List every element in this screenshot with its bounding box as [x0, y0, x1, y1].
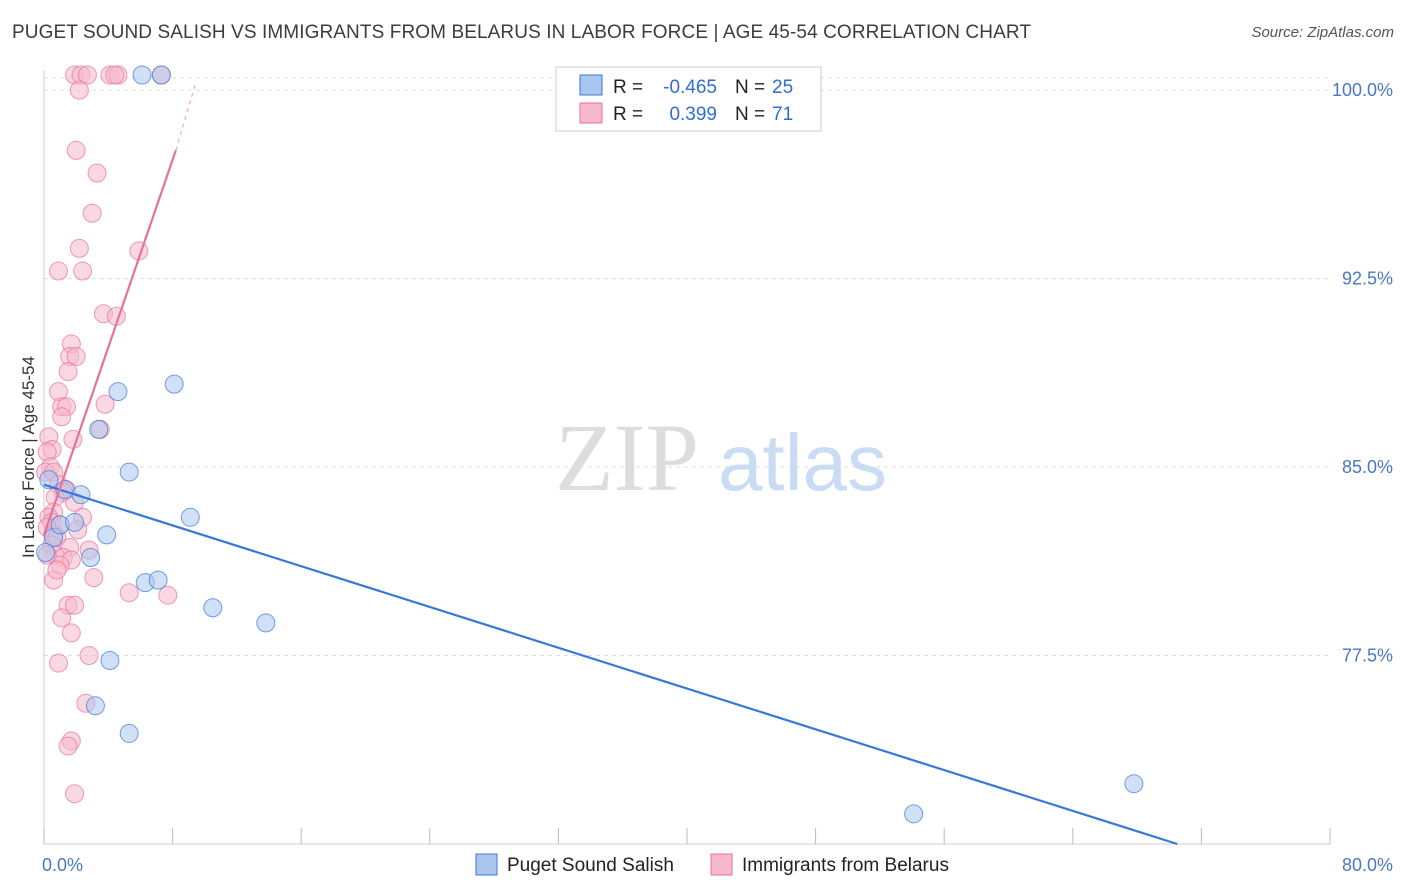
data-points: [36, 65, 1144, 824]
svg-text:R =: R =: [613, 104, 643, 125]
salish-point: [36, 542, 56, 562]
legend-box: R = -0.465 N = 25 R = 0.399 N = 71: [555, 66, 822, 132]
salish-point: [81, 548, 101, 568]
salish-point: [85, 696, 105, 716]
x-tick-label: 0.0%: [42, 855, 83, 875]
bottom-legend: Puget Sound Salish Immigrants from Belar…: [475, 853, 949, 876]
belarus-point: [61, 623, 81, 643]
belarus-trend-line: [42, 150, 177, 536]
salish-point: [164, 374, 184, 394]
belarus-point: [77, 65, 97, 85]
belarus-point: [48, 653, 68, 673]
salish-point: [108, 382, 128, 402]
salish-point: [148, 570, 168, 590]
belarus-point: [119, 583, 139, 603]
belarus-point: [58, 736, 78, 756]
legend-n-belarus: 71: [772, 104, 793, 125]
belarus-point: [87, 163, 107, 183]
belarus-point: [69, 238, 89, 258]
salish-point: [132, 65, 152, 85]
salish-point: [89, 419, 109, 439]
y-tick-label: 92.5%: [1342, 269, 1393, 289]
svg-text:N =: N =: [735, 77, 765, 98]
y-tick-label: 77.5%: [1342, 646, 1393, 666]
trend-lines: [42, 84, 1178, 846]
belarus-point: [47, 560, 67, 580]
chart-source: Source: ZipAtlas.com: [1251, 24, 1394, 41]
belarus-point: [158, 585, 178, 605]
bottom-legend-salish: Puget Sound Salish: [507, 855, 674, 876]
svg-text:R =: R =: [613, 77, 643, 98]
belarus-point: [105, 65, 125, 85]
belarus-trend-extension: [175, 84, 196, 151]
salish-point: [904, 804, 924, 824]
salish-point: [97, 525, 117, 545]
salish-point: [65, 512, 85, 532]
y-axis-title: In Labor Force | Age 45-54: [19, 356, 38, 558]
belarus-point: [95, 394, 115, 414]
legend-swatch-salish: [579, 74, 603, 96]
y-tick-label: 85.0%: [1342, 457, 1393, 477]
belarus-point: [48, 261, 68, 281]
legend-r-salish: -0.465: [663, 77, 717, 98]
belarus-point: [58, 362, 78, 382]
watermark-atlas: atlas: [718, 418, 887, 507]
belarus-point: [52, 608, 72, 628]
legend-r-belarus: 0.399: [669, 104, 717, 125]
salish-point: [1124, 774, 1144, 794]
belarus-point: [69, 80, 89, 100]
salish-point: [180, 507, 200, 527]
salish-point: [100, 651, 120, 671]
bottom-legend-swatch-salish: [475, 853, 498, 876]
legend-swatch-belarus: [579, 102, 603, 124]
belarus-point: [65, 595, 85, 615]
legend-n-salish: 25: [772, 77, 793, 98]
bottom-legend-swatch-belarus: [710, 853, 733, 876]
belarus-point: [84, 568, 104, 588]
svg-text:N =: N =: [735, 104, 765, 125]
salish-point: [151, 65, 171, 85]
salish-point: [119, 723, 139, 743]
belarus-point: [52, 407, 72, 427]
salish-point: [71, 485, 91, 505]
watermark: ZIP atlas: [555, 404, 887, 511]
belarus-point: [73, 261, 93, 281]
salish-point: [119, 462, 139, 482]
salish-trend-line: [43, 483, 1178, 846]
bottom-legend-belarus: Immigrants from Belarus: [742, 855, 949, 876]
x-tick-labels: 0.0% 80.0%: [42, 855, 1393, 875]
y-tick-label: 100.0%: [1332, 80, 1393, 100]
grid-lines: [44, 77, 1330, 657]
salish-point: [256, 613, 276, 633]
belarus-point: [66, 346, 86, 366]
belarus-point: [79, 646, 99, 666]
belarus-point: [82, 203, 102, 223]
belarus-point: [65, 784, 85, 804]
y-tick-labels: 77.5% 85.0% 92.5% 100.0%: [1332, 80, 1393, 665]
watermark-zip: ZIP: [555, 404, 699, 511]
salish-point: [203, 598, 223, 618]
belarus-point: [66, 140, 86, 160]
x-tick-label: 80.0%: [1342, 855, 1393, 875]
chart-title: PUGET SOUND SALISH VS IMMIGRANTS FROM BE…: [12, 22, 1032, 43]
